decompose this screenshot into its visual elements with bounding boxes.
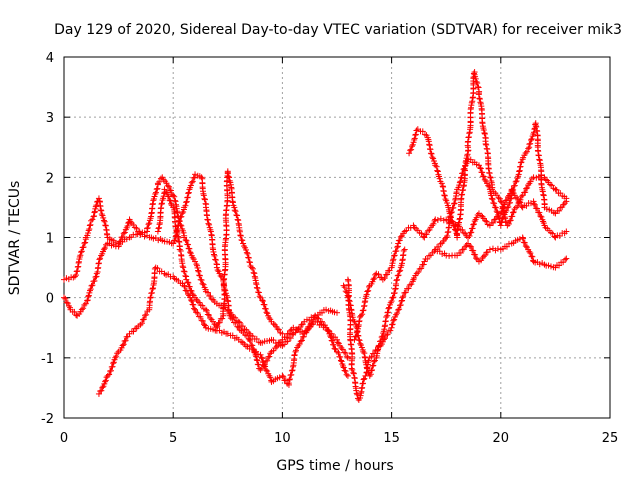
y-tick-label: -2 — [41, 412, 54, 427]
chart-title: Day 129 of 2020, Sidereal Day-to-day VTE… — [54, 22, 622, 38]
data-point — [161, 186, 168, 193]
data-point — [334, 348, 340, 355]
data-point — [95, 195, 102, 202]
data-point — [170, 192, 177, 199]
axis-ticks — [63, 56, 611, 419]
data-point — [176, 246, 183, 253]
x-tick-label: 15 — [383, 431, 400, 446]
data-point — [235, 318, 242, 325]
data-point — [421, 234, 428, 241]
data-point — [486, 246, 493, 253]
data-point — [279, 330, 286, 337]
data-point — [170, 240, 177, 247]
data-point — [323, 324, 330, 331]
data-point — [154, 180, 161, 187]
data-point — [334, 309, 340, 316]
y-tick-label: 3 — [46, 111, 54, 126]
data-point — [530, 258, 537, 265]
data-point — [71, 273, 78, 280]
data-point — [82, 300, 89, 307]
data-point — [183, 276, 190, 283]
y-tick-label: 4 — [46, 51, 54, 66]
data-point — [89, 216, 96, 223]
data-point — [61, 294, 67, 301]
y-tick-label: 1 — [46, 232, 54, 247]
series-track-h — [432, 120, 570, 253]
data-point — [257, 351, 264, 358]
data-point — [290, 324, 297, 331]
data-point — [475, 162, 482, 169]
data-point — [192, 171, 199, 178]
data-point — [192, 306, 199, 313]
data-point — [192, 258, 199, 265]
x-tick-label: 10 — [274, 431, 291, 446]
data-point — [340, 282, 347, 289]
x-tick-label: 20 — [493, 431, 510, 446]
x-tick-label: 0 — [60, 431, 68, 446]
data-point — [323, 306, 330, 313]
x-axis-label: GPS time / hours — [276, 458, 393, 474]
data-point — [432, 162, 439, 169]
data-point — [395, 240, 402, 247]
x-tick-label: 5 — [169, 431, 177, 446]
data-point — [358, 312, 365, 319]
data-point — [401, 246, 408, 253]
data-point — [213, 324, 220, 331]
data-point — [104, 372, 111, 379]
data-point — [421, 258, 428, 265]
data-point — [334, 336, 340, 343]
y-tick-label: -1 — [41, 352, 54, 367]
data-point — [399, 294, 406, 301]
data-point — [154, 228, 161, 235]
series-track-d — [154, 168, 286, 337]
data-point — [344, 354, 351, 361]
data-point — [406, 150, 413, 157]
y-axis-label: SDTVAR / TECUs — [7, 181, 23, 296]
y-tick-labels: -2 -1 0 1 2 3 4 — [41, 51, 54, 427]
data-point — [438, 180, 445, 187]
y-tick-label: 2 — [46, 171, 54, 186]
data-point — [563, 198, 570, 205]
y-tick-label: 0 — [46, 292, 54, 307]
data-point — [563, 255, 570, 262]
data-point — [301, 330, 308, 337]
data-point — [344, 294, 351, 301]
series-track-i — [340, 246, 408, 379]
series-track-g — [406, 69, 570, 241]
series-track-a — [61, 174, 340, 349]
data-point — [563, 228, 570, 235]
series-track-b — [61, 171, 351, 373]
data-points — [61, 69, 570, 403]
data-point — [360, 348, 367, 355]
data-point — [246, 336, 253, 343]
x-tick-label: 25 — [602, 431, 619, 446]
data-point — [497, 198, 504, 205]
data-point — [240, 240, 247, 247]
data-point — [279, 372, 286, 379]
data-point — [198, 174, 205, 181]
data-point — [443, 234, 450, 241]
data-point — [432, 216, 439, 223]
data-point — [552, 186, 559, 193]
series-track-c — [95, 264, 351, 397]
x-tick-labels: 0 5 10 15 20 25 — [60, 431, 618, 446]
grid — [64, 57, 610, 418]
series-track-e — [344, 234, 570, 403]
data-point — [202, 306, 209, 313]
data-point — [95, 390, 102, 397]
data-point — [248, 264, 255, 271]
data-point — [349, 366, 356, 373]
data-point — [344, 372, 351, 379]
